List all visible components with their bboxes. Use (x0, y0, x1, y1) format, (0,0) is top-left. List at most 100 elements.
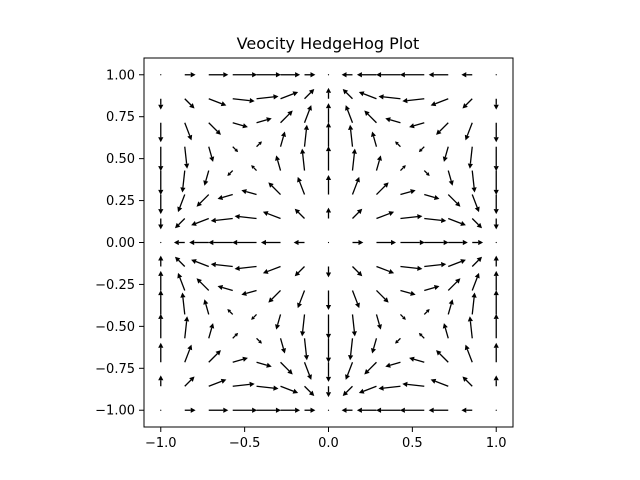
arrow (423, 170, 430, 176)
arrow-head (409, 356, 415, 362)
arrow-shaft (253, 313, 258, 318)
arrow (174, 256, 186, 267)
arrow (268, 182, 281, 195)
arrow-head (430, 101, 437, 107)
arrow-head (187, 344, 193, 351)
arrow-shaft (346, 109, 354, 123)
arrow-shaft (215, 217, 233, 222)
arrow-head (358, 239, 364, 246)
arrow-shaft (471, 218, 479, 226)
arrow-shaft (423, 311, 428, 315)
arrow-shaft (256, 361, 268, 366)
arrow (303, 338, 309, 361)
arrow-head (493, 342, 499, 348)
arrow-head (325, 357, 332, 363)
arrow-head (158, 313, 164, 319)
arrow (251, 165, 258, 172)
arrow-head (358, 388, 365, 394)
arrow-head (464, 344, 470, 351)
arrow-head (190, 72, 196, 78)
arrow-head (258, 339, 262, 344)
y-tick-label: 0.25 (106, 194, 135, 209)
arrow-shaft (267, 265, 281, 273)
arrow-shaft (302, 314, 306, 332)
arrow-shaft (400, 265, 418, 269)
arrow-dot (160, 409, 162, 411)
arrow (462, 376, 473, 387)
arrow-head (258, 141, 262, 146)
arrow (158, 290, 164, 315)
arrow-head (402, 165, 406, 169)
arrow-shaft (271, 185, 281, 195)
arrow (158, 313, 164, 339)
arrow-shaft (444, 146, 449, 158)
arrow-head (287, 369, 293, 375)
arrow-head (448, 299, 454, 305)
arrow (471, 194, 480, 213)
arrow-head (474, 206, 480, 213)
arrow-head (442, 156, 448, 162)
arrow-shaft (182, 297, 186, 315)
arrow (256, 407, 281, 413)
arrow-head (262, 211, 269, 216)
x-tick-label: 0.5 (402, 436, 423, 451)
arrow-head (217, 285, 224, 291)
arrow-head (325, 87, 332, 93)
arrow (436, 122, 449, 135)
arrow-head (325, 392, 332, 398)
arrow-shaft (184, 321, 188, 339)
arrow-shaft (351, 314, 355, 332)
arrow (341, 407, 353, 413)
arrow (375, 155, 382, 171)
y-tick-label: 0.00 (106, 236, 135, 251)
arrow-head (241, 189, 247, 195)
arrow (325, 266, 332, 278)
arrow (232, 332, 239, 339)
arrow (464, 344, 473, 363)
arrow-head (376, 155, 382, 161)
arrow (447, 299, 454, 315)
arrow (173, 239, 185, 246)
arrow (256, 117, 272, 124)
arrow-head (460, 221, 466, 226)
arrow (325, 146, 332, 171)
arrow (351, 148, 357, 171)
arrow-head (402, 98, 408, 104)
arrow-shaft (245, 190, 257, 196)
arrow (348, 338, 354, 361)
arrow-head (325, 122, 332, 128)
arrow (262, 265, 281, 274)
arrow-head (215, 129, 221, 135)
arrow-shaft (205, 170, 210, 182)
arrow-shaft (303, 129, 308, 147)
arrow (184, 122, 193, 141)
arrow-head (223, 72, 229, 78)
arrow (234, 214, 257, 220)
arrow-head (325, 174, 332, 180)
arrow-shaft (195, 260, 209, 268)
arrow-head (158, 104, 164, 110)
arrow (471, 292, 477, 315)
arrow-head (210, 262, 217, 268)
arrow (158, 170, 164, 195)
arrow (232, 122, 248, 129)
arrow-shaft (256, 96, 274, 100)
arrow (158, 122, 164, 143)
arrow-shaft (383, 385, 401, 389)
arrow-shaft (420, 146, 425, 151)
arrow-dot (327, 409, 330, 411)
arrow-head (251, 316, 255, 320)
arrow-shaft (184, 349, 191, 363)
arrow (447, 170, 454, 186)
arrow-shaft (208, 98, 222, 105)
arrow-head (273, 94, 279, 100)
arrow-head (297, 302, 302, 309)
arrow-head (440, 262, 447, 268)
arrow-head (300, 331, 306, 337)
arrow (280, 385, 299, 394)
y-tick-label: 0.75 (106, 110, 135, 125)
arrow-head (234, 148, 239, 153)
arrow-head (345, 374, 350, 380)
y-tick-label: −1.00 (95, 404, 135, 419)
arrow-head (467, 163, 473, 169)
